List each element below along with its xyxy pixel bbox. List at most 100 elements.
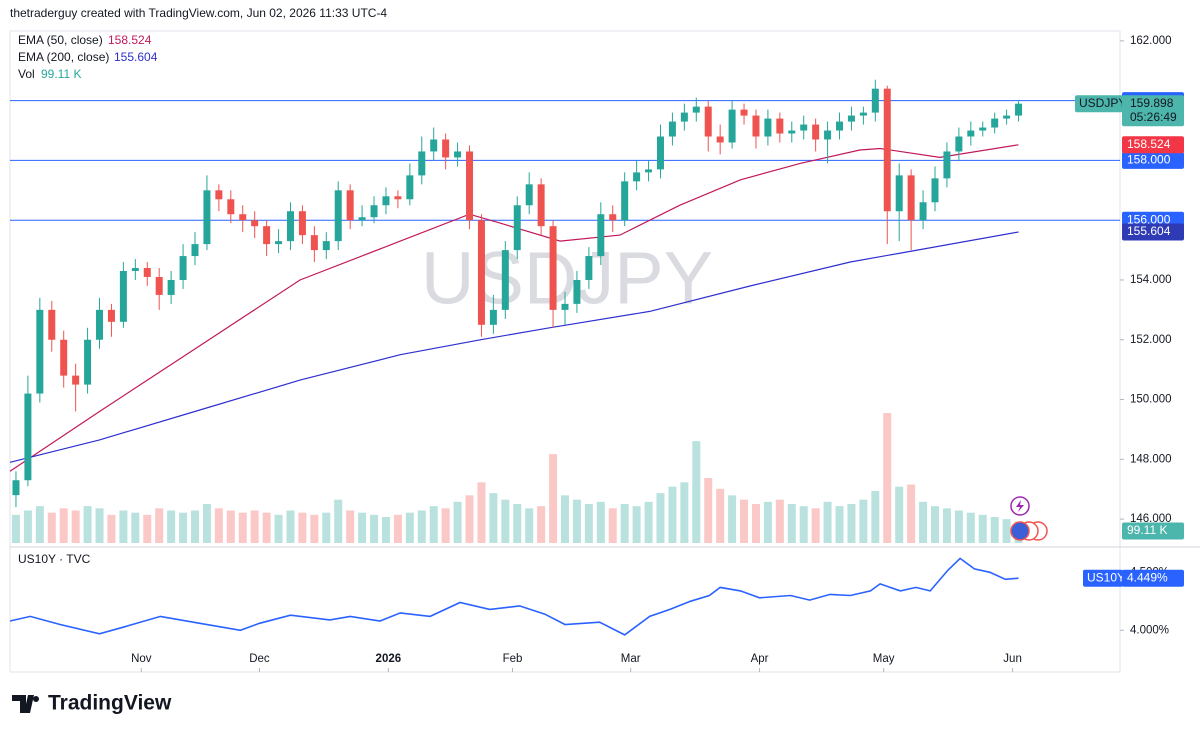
volume-bar <box>620 504 629 543</box>
symbol-tag: USDJPY <box>1079 96 1126 110</box>
level-label: 158.000 <box>1127 153 1171 167</box>
volume-bar <box>883 413 892 543</box>
volume-bar <box>346 510 355 543</box>
candle-body <box>812 124 820 140</box>
candle-body <box>836 121 844 131</box>
candle-body <box>537 184 545 227</box>
ema-line <box>9 231 1019 463</box>
candle-body <box>227 199 235 215</box>
candle-body <box>263 226 271 245</box>
volume-bar <box>799 506 808 543</box>
plot <box>9 79 1120 543</box>
candle-body <box>656 136 664 170</box>
volume-bar <box>441 508 450 543</box>
candle-body <box>251 220 259 227</box>
volume-bar <box>453 501 462 543</box>
candle-body <box>179 256 187 280</box>
ema-line <box>9 144 1019 472</box>
volume-bar <box>847 504 856 543</box>
candle-body <box>764 118 772 137</box>
last-yield-label-box <box>1122 569 1184 587</box>
candle-body <box>394 196 402 200</box>
volume-bar <box>71 510 80 543</box>
level-label: 156.000 <box>1127 212 1171 226</box>
volume-bar <box>931 506 939 543</box>
volume-label-box <box>1122 522 1184 540</box>
candle-body <box>597 214 605 257</box>
x-tick-label: Nov <box>131 653 152 665</box>
candle-body <box>155 276 163 295</box>
candle-body <box>131 268 139 272</box>
volume-bar <box>740 499 749 543</box>
candle-body <box>513 205 521 251</box>
volume-bar <box>286 510 295 543</box>
legend-name: EMA (200, close) <box>18 50 109 64</box>
volume-bar <box>525 508 534 543</box>
event-icon <box>1010 496 1030 516</box>
volume-bar <box>179 512 188 543</box>
candle-body <box>716 136 724 143</box>
candle-body <box>96 309 104 340</box>
candle-body <box>692 106 700 113</box>
volume-bar <box>226 510 235 543</box>
candle-body <box>979 127 987 131</box>
y-tick-label: 154.000 <box>1130 274 1172 286</box>
volume-bar <box>429 506 438 543</box>
candle-body <box>334 190 342 242</box>
candle-body <box>728 109 736 143</box>
x-tick-label: Jun <box>1003 653 1022 665</box>
candle-body <box>991 118 999 128</box>
candle-body <box>489 309 497 325</box>
last-price: 159.898 <box>1130 96 1174 110</box>
candle-body <box>919 202 927 221</box>
volume-bar <box>859 499 868 543</box>
candle-body <box>84 339 92 385</box>
flag-icon <box>1010 521 1030 541</box>
volume-bar <box>775 499 784 543</box>
volume-bar <box>131 512 140 543</box>
volume-bar <box>95 508 104 543</box>
volume-bar <box>751 504 760 543</box>
symbol-tag-box <box>1083 569 1123 587</box>
volume-bar <box>322 512 331 543</box>
volume-bar <box>907 484 916 543</box>
candle-body <box>48 309 56 340</box>
last-yield-label: 4.449% <box>1127 570 1168 584</box>
volume-bar <box>978 514 987 543</box>
ema-price-label-box <box>1122 136 1184 154</box>
legend-name: EMA (50, close) <box>18 33 103 47</box>
volume-bar <box>811 508 820 543</box>
y-tick-label: 150.000 <box>1130 394 1172 406</box>
volume-bar <box>155 508 164 543</box>
candle-body <box>740 109 748 116</box>
volume-bar <box>202 504 211 543</box>
candle-body <box>895 175 903 212</box>
candle-body <box>406 175 414 200</box>
volume-bar <box>763 501 772 543</box>
candle-body <box>36 309 44 394</box>
volume-bar <box>167 510 176 543</box>
candle-body <box>907 175 915 221</box>
x-tick-label: Dec <box>249 653 270 665</box>
volume-bar <box>966 512 975 543</box>
volume-bar <box>596 501 605 543</box>
x-tick-label: Apr <box>751 653 769 665</box>
candle-body <box>442 139 450 158</box>
candle-body <box>418 151 426 176</box>
y-tick-label: 148.000 <box>1130 453 1172 465</box>
candle-body <box>680 112 688 122</box>
legend-value: 155.604 <box>114 50 158 64</box>
candle-body <box>143 268 151 277</box>
last-price-box <box>1122 95 1184 127</box>
candle-body <box>501 250 509 310</box>
volume-bar <box>11 514 20 543</box>
volume-bar <box>632 506 641 543</box>
volume-bar <box>823 501 832 543</box>
candle-body <box>943 151 951 179</box>
candle-body <box>525 184 533 206</box>
candle-body <box>454 151 462 158</box>
yield-line <box>9 557 1019 636</box>
volume-bar <box>405 512 414 543</box>
volume-bar <box>919 501 928 543</box>
candle-body <box>191 244 199 257</box>
